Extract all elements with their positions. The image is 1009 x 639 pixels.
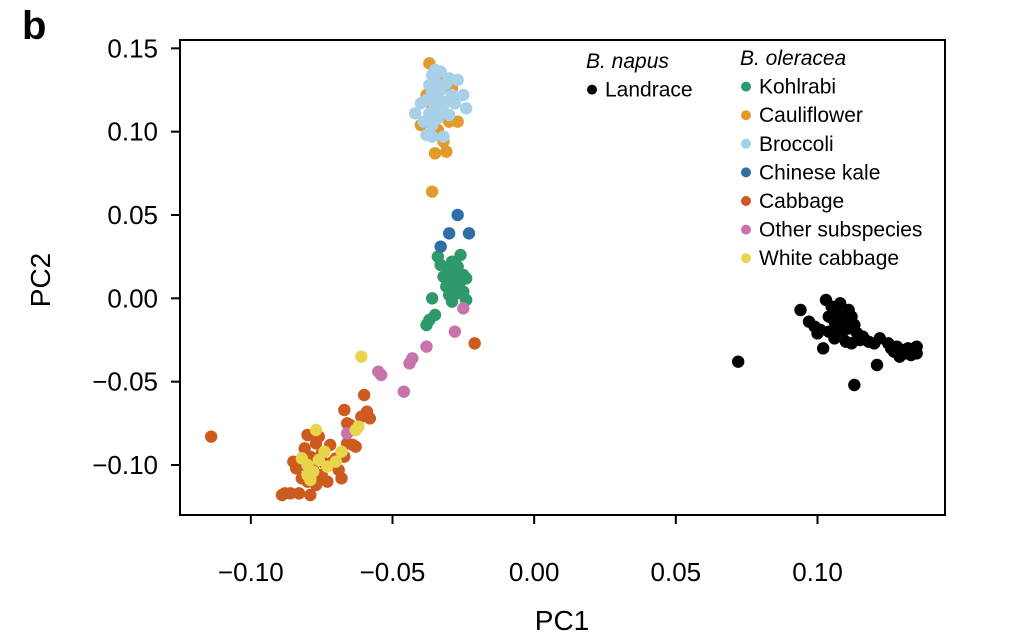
legend-marker-cabbage bbox=[741, 196, 751, 206]
point-cabbage bbox=[468, 337, 481, 350]
point-kohlrabi bbox=[454, 248, 467, 262]
point-other-subspecies bbox=[406, 352, 419, 365]
legend-marker-broccoli bbox=[741, 138, 751, 149]
x-tick-label: 0.00 bbox=[509, 557, 560, 587]
point-chinese-kale bbox=[434, 240, 447, 253]
legend-marker-white-cabbage bbox=[741, 253, 751, 264]
point-cabbage bbox=[357, 388, 371, 402]
x-tick-label: 0.10 bbox=[792, 557, 843, 587]
point-broccoli bbox=[457, 88, 470, 102]
y-tick-label: −0.05 bbox=[92, 367, 158, 397]
point-landrace bbox=[833, 297, 847, 310]
y-tick-label: 0.00 bbox=[107, 283, 158, 313]
point-white-cabbage bbox=[309, 423, 323, 437]
point-other-subspecies bbox=[457, 302, 470, 315]
point-landrace bbox=[848, 378, 861, 392]
point-landrace bbox=[910, 347, 923, 360]
x-tick-label: −0.10 bbox=[218, 557, 284, 587]
y-axis-title: PC2 bbox=[25, 253, 56, 307]
axis-ticks: −0.10 −0.05 0.00 0.05 0.10 −0.10 −0.05 0.00 0.05… bbox=[92, 33, 843, 587]
point-cauliflower bbox=[451, 115, 464, 128]
legend-marker-chinese-kale bbox=[741, 167, 751, 178]
legend-group-title: B. napus bbox=[586, 50, 669, 73]
point-broccoli bbox=[425, 130, 439, 143]
data-points bbox=[204, 57, 923, 502]
point-chinese-kale bbox=[442, 227, 456, 240]
legend-label-other-subspecies: Other subspecies bbox=[759, 219, 922, 242]
legend-marker-kohlrabi bbox=[741, 81, 751, 92]
point-cabbage bbox=[292, 487, 306, 500]
point-cabbage bbox=[321, 475, 334, 488]
point-cabbage bbox=[304, 488, 317, 502]
point-kohlrabi bbox=[425, 292, 439, 305]
legend: B. napus Landrace B. oleracea Kohlrabi Cauli… bbox=[586, 47, 922, 270]
x-axis-title: PC1 bbox=[535, 605, 589, 636]
point-cabbage bbox=[349, 440, 362, 453]
point-cabbage bbox=[338, 403, 351, 417]
legend-label-cabbage: Cabbage bbox=[759, 190, 844, 213]
point-broccoli bbox=[442, 108, 456, 122]
point-broccoli bbox=[434, 65, 447, 78]
legend-label-kohlrabi: Kohlrabi bbox=[759, 76, 836, 99]
legend-label-landrace: Landrace bbox=[605, 79, 693, 102]
point-landrace bbox=[731, 355, 745, 368]
point-broccoli bbox=[451, 73, 464, 87]
x-tick-label: 0.05 bbox=[651, 557, 702, 587]
point-cauliflower bbox=[428, 147, 442, 160]
point-white-cabbage bbox=[335, 445, 348, 458]
point-landrace bbox=[870, 358, 884, 372]
legend-marker-landrace bbox=[587, 84, 597, 95]
y-tick-label: 0.15 bbox=[107, 33, 158, 63]
point-broccoli bbox=[448, 97, 462, 110]
point-kohlrabi bbox=[459, 272, 473, 285]
plot-frame bbox=[179, 39, 946, 516]
legend-marker-cauliflower bbox=[741, 110, 751, 121]
panel-label: b bbox=[22, 4, 47, 48]
point-landrace bbox=[794, 303, 807, 317]
legend-group-title: B. oleracea bbox=[740, 47, 846, 70]
point-landrace bbox=[828, 332, 841, 345]
y-tick-label: −0.10 bbox=[92, 450, 158, 480]
point-chinese-kale bbox=[462, 227, 476, 240]
legend-label-broccoli: Broccoli bbox=[759, 133, 834, 156]
point-white-cabbage bbox=[355, 350, 368, 363]
x-tick-label: −0.05 bbox=[360, 557, 426, 587]
point-cauliflower bbox=[425, 185, 439, 198]
legend-label-white-cabbage: White cabbage bbox=[759, 247, 899, 270]
point-cauliflower bbox=[440, 145, 453, 158]
point-white-cabbage bbox=[352, 420, 365, 433]
legend-label-chinese-kale: Chinese kale bbox=[759, 161, 880, 184]
point-other-subspecies bbox=[397, 385, 411, 398]
point-cabbage bbox=[363, 412, 377, 425]
point-kohlrabi bbox=[428, 308, 442, 322]
point-landrace bbox=[816, 342, 830, 355]
point-other-subspecies bbox=[448, 325, 462, 338]
point-white-cabbage bbox=[318, 445, 331, 458]
point-other-subspecies bbox=[420, 340, 433, 353]
point-cabbage bbox=[204, 430, 218, 443]
point-cabbage bbox=[284, 487, 297, 500]
point-other-subspecies bbox=[374, 368, 388, 382]
point-broccoli bbox=[437, 130, 450, 143]
point-cabbage bbox=[335, 472, 348, 485]
y-tick-label: 0.05 bbox=[107, 200, 158, 230]
legend-marker-other-subspecies bbox=[741, 224, 751, 235]
point-white-cabbage bbox=[306, 465, 320, 478]
point-broccoli bbox=[459, 102, 473, 115]
point-broccoli bbox=[408, 107, 422, 120]
point-chinese-kale bbox=[451, 208, 464, 222]
legend-label-cauliflower: Cauliflower bbox=[759, 104, 863, 127]
point-white-cabbage bbox=[329, 455, 343, 468]
y-tick-label: 0.10 bbox=[107, 117, 158, 147]
